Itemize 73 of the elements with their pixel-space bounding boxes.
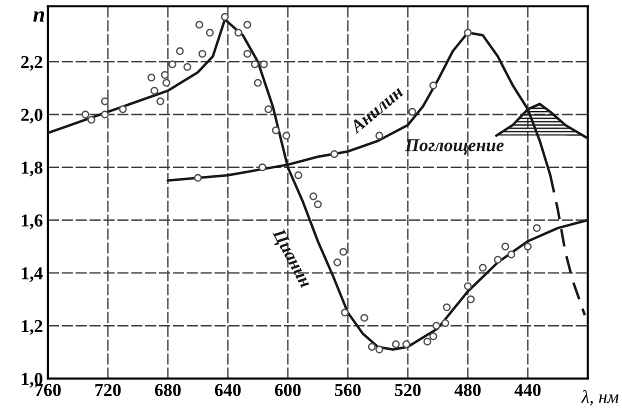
point: [150, 86, 158, 95]
point: [392, 340, 400, 348]
x-tick-label: 560: [335, 384, 361, 396]
point: [402, 340, 410, 348]
point: [532, 224, 541, 232]
point: [314, 200, 322, 208]
point: [258, 163, 266, 172]
point: [243, 50, 252, 58]
point: [254, 78, 262, 87]
point: [118, 105, 127, 114]
point: [243, 20, 252, 29]
x-tick-label: 640: [214, 384, 241, 396]
point: [368, 342, 376, 351]
series-label: Поглощение: [405, 139, 504, 155]
point: [309, 192, 318, 200]
y-tick-label: 1,2: [22, 320, 42, 335]
x-axis-title: λ, нм: [581, 390, 618, 406]
point: [234, 28, 242, 37]
point: [442, 303, 451, 312]
point: [340, 308, 349, 316]
point: [260, 60, 268, 68]
point: [464, 28, 472, 37]
point: [494, 256, 502, 264]
point: [81, 110, 90, 118]
point: [524, 242, 532, 250]
point: [194, 174, 202, 182]
point: [501, 242, 510, 250]
point: [100, 110, 109, 118]
y-axis-title: n: [33, 11, 44, 22]
point: [160, 70, 169, 79]
point: [156, 97, 164, 106]
x-tick-label: 520: [395, 384, 421, 396]
x-tick-label: 600: [274, 384, 301, 396]
point: [264, 105, 272, 114]
point: [147, 74, 156, 82]
point: [282, 132, 290, 140]
point: [272, 126, 280, 134]
point: [183, 63, 192, 71]
point: [360, 314, 368, 322]
y-tick-label: 2,2: [21, 56, 42, 71]
point: [250, 60, 259, 68]
point: [330, 150, 338, 158]
point: [339, 248, 348, 256]
point: [168, 60, 176, 68]
y-tick-label: 1,4: [22, 267, 43, 282]
point: [464, 282, 472, 290]
x-tick-label: 720: [95, 384, 121, 396]
point: [441, 319, 450, 328]
x-tick-label: 440: [514, 384, 541, 396]
point: [429, 82, 438, 90]
point: [466, 295, 475, 304]
y-tick-label: 2,0: [21, 108, 42, 124]
y-tick-label: 1,8: [22, 162, 42, 176]
point: [507, 250, 516, 258]
point: [423, 338, 432, 346]
point: [333, 258, 342, 266]
point: [294, 171, 302, 180]
point: [195, 20, 204, 29]
point: [432, 322, 440, 330]
point: [198, 50, 206, 58]
point: [375, 346, 384, 354]
point: [206, 28, 214, 37]
point: [220, 12, 229, 21]
point: [176, 47, 184, 56]
point: [87, 116, 96, 124]
point: [162, 78, 170, 87]
point: [100, 97, 109, 106]
point: [408, 108, 416, 116]
x-tick-label: 680: [154, 384, 181, 396]
y-tick-label: 1,6: [22, 214, 43, 230]
point: [478, 264, 487, 272]
point: [429, 332, 438, 340]
x-tick-label: 480: [454, 384, 481, 396]
